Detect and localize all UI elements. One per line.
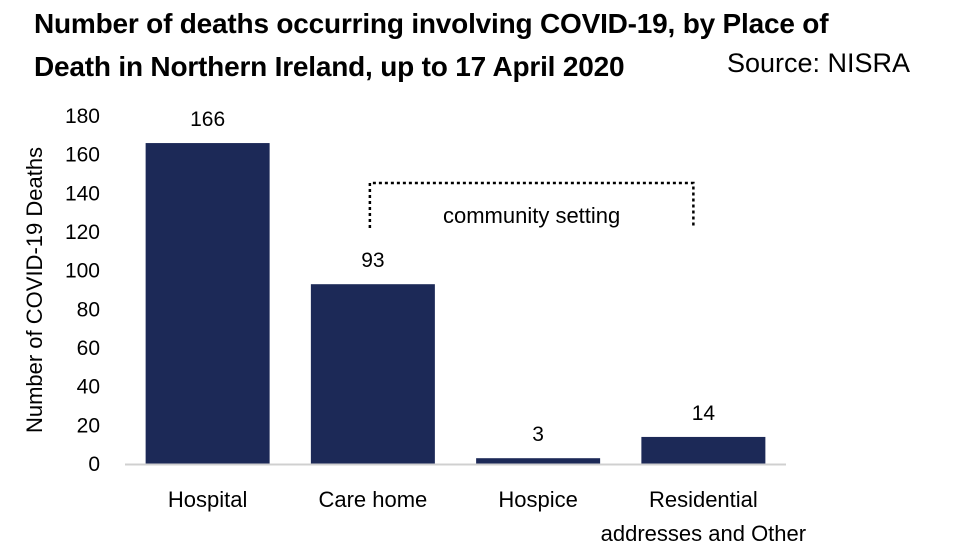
y-tick-label: 180 xyxy=(65,105,100,128)
y-tick-label: 40 xyxy=(77,376,100,399)
y-tick-label: 80 xyxy=(77,298,100,321)
y-tick-label: 100 xyxy=(65,260,100,283)
annotation-bracket xyxy=(368,181,695,228)
chart-title-line-2: Death in Northern Ireland, up to 17 Apri… xyxy=(34,51,625,82)
y-tick-label: 120 xyxy=(65,221,100,244)
x-category-label: addresses and Other xyxy=(601,521,806,546)
bar-value-label: 14 xyxy=(692,402,716,425)
y-tick-label: 140 xyxy=(65,182,100,205)
bar xyxy=(476,458,601,464)
y-tick-label: 60 xyxy=(77,337,100,360)
x-category-label: Care home xyxy=(318,487,427,512)
bar-value-label: 166 xyxy=(190,108,225,131)
y-axis-label: Number of COVID-19 Deaths xyxy=(22,147,47,433)
x-category-label: Hospice xyxy=(498,487,577,512)
annotation-label: community setting xyxy=(443,203,620,228)
bar xyxy=(641,436,766,464)
bar xyxy=(310,284,435,464)
source-note: Source: NISRA xyxy=(727,48,911,78)
y-tick-label: 0 xyxy=(88,453,100,476)
bar xyxy=(145,143,270,465)
bar-value-label: 3 xyxy=(532,423,544,446)
x-category-label: Hospital xyxy=(168,487,247,512)
x-category-label: Residential xyxy=(649,487,758,512)
chart-title-line-1: Number of deaths occurring involving COV… xyxy=(34,8,829,39)
y-tick-label: 160 xyxy=(65,144,100,167)
bar-value-label: 93 xyxy=(361,249,384,272)
y-tick-label: 20 xyxy=(77,414,100,437)
